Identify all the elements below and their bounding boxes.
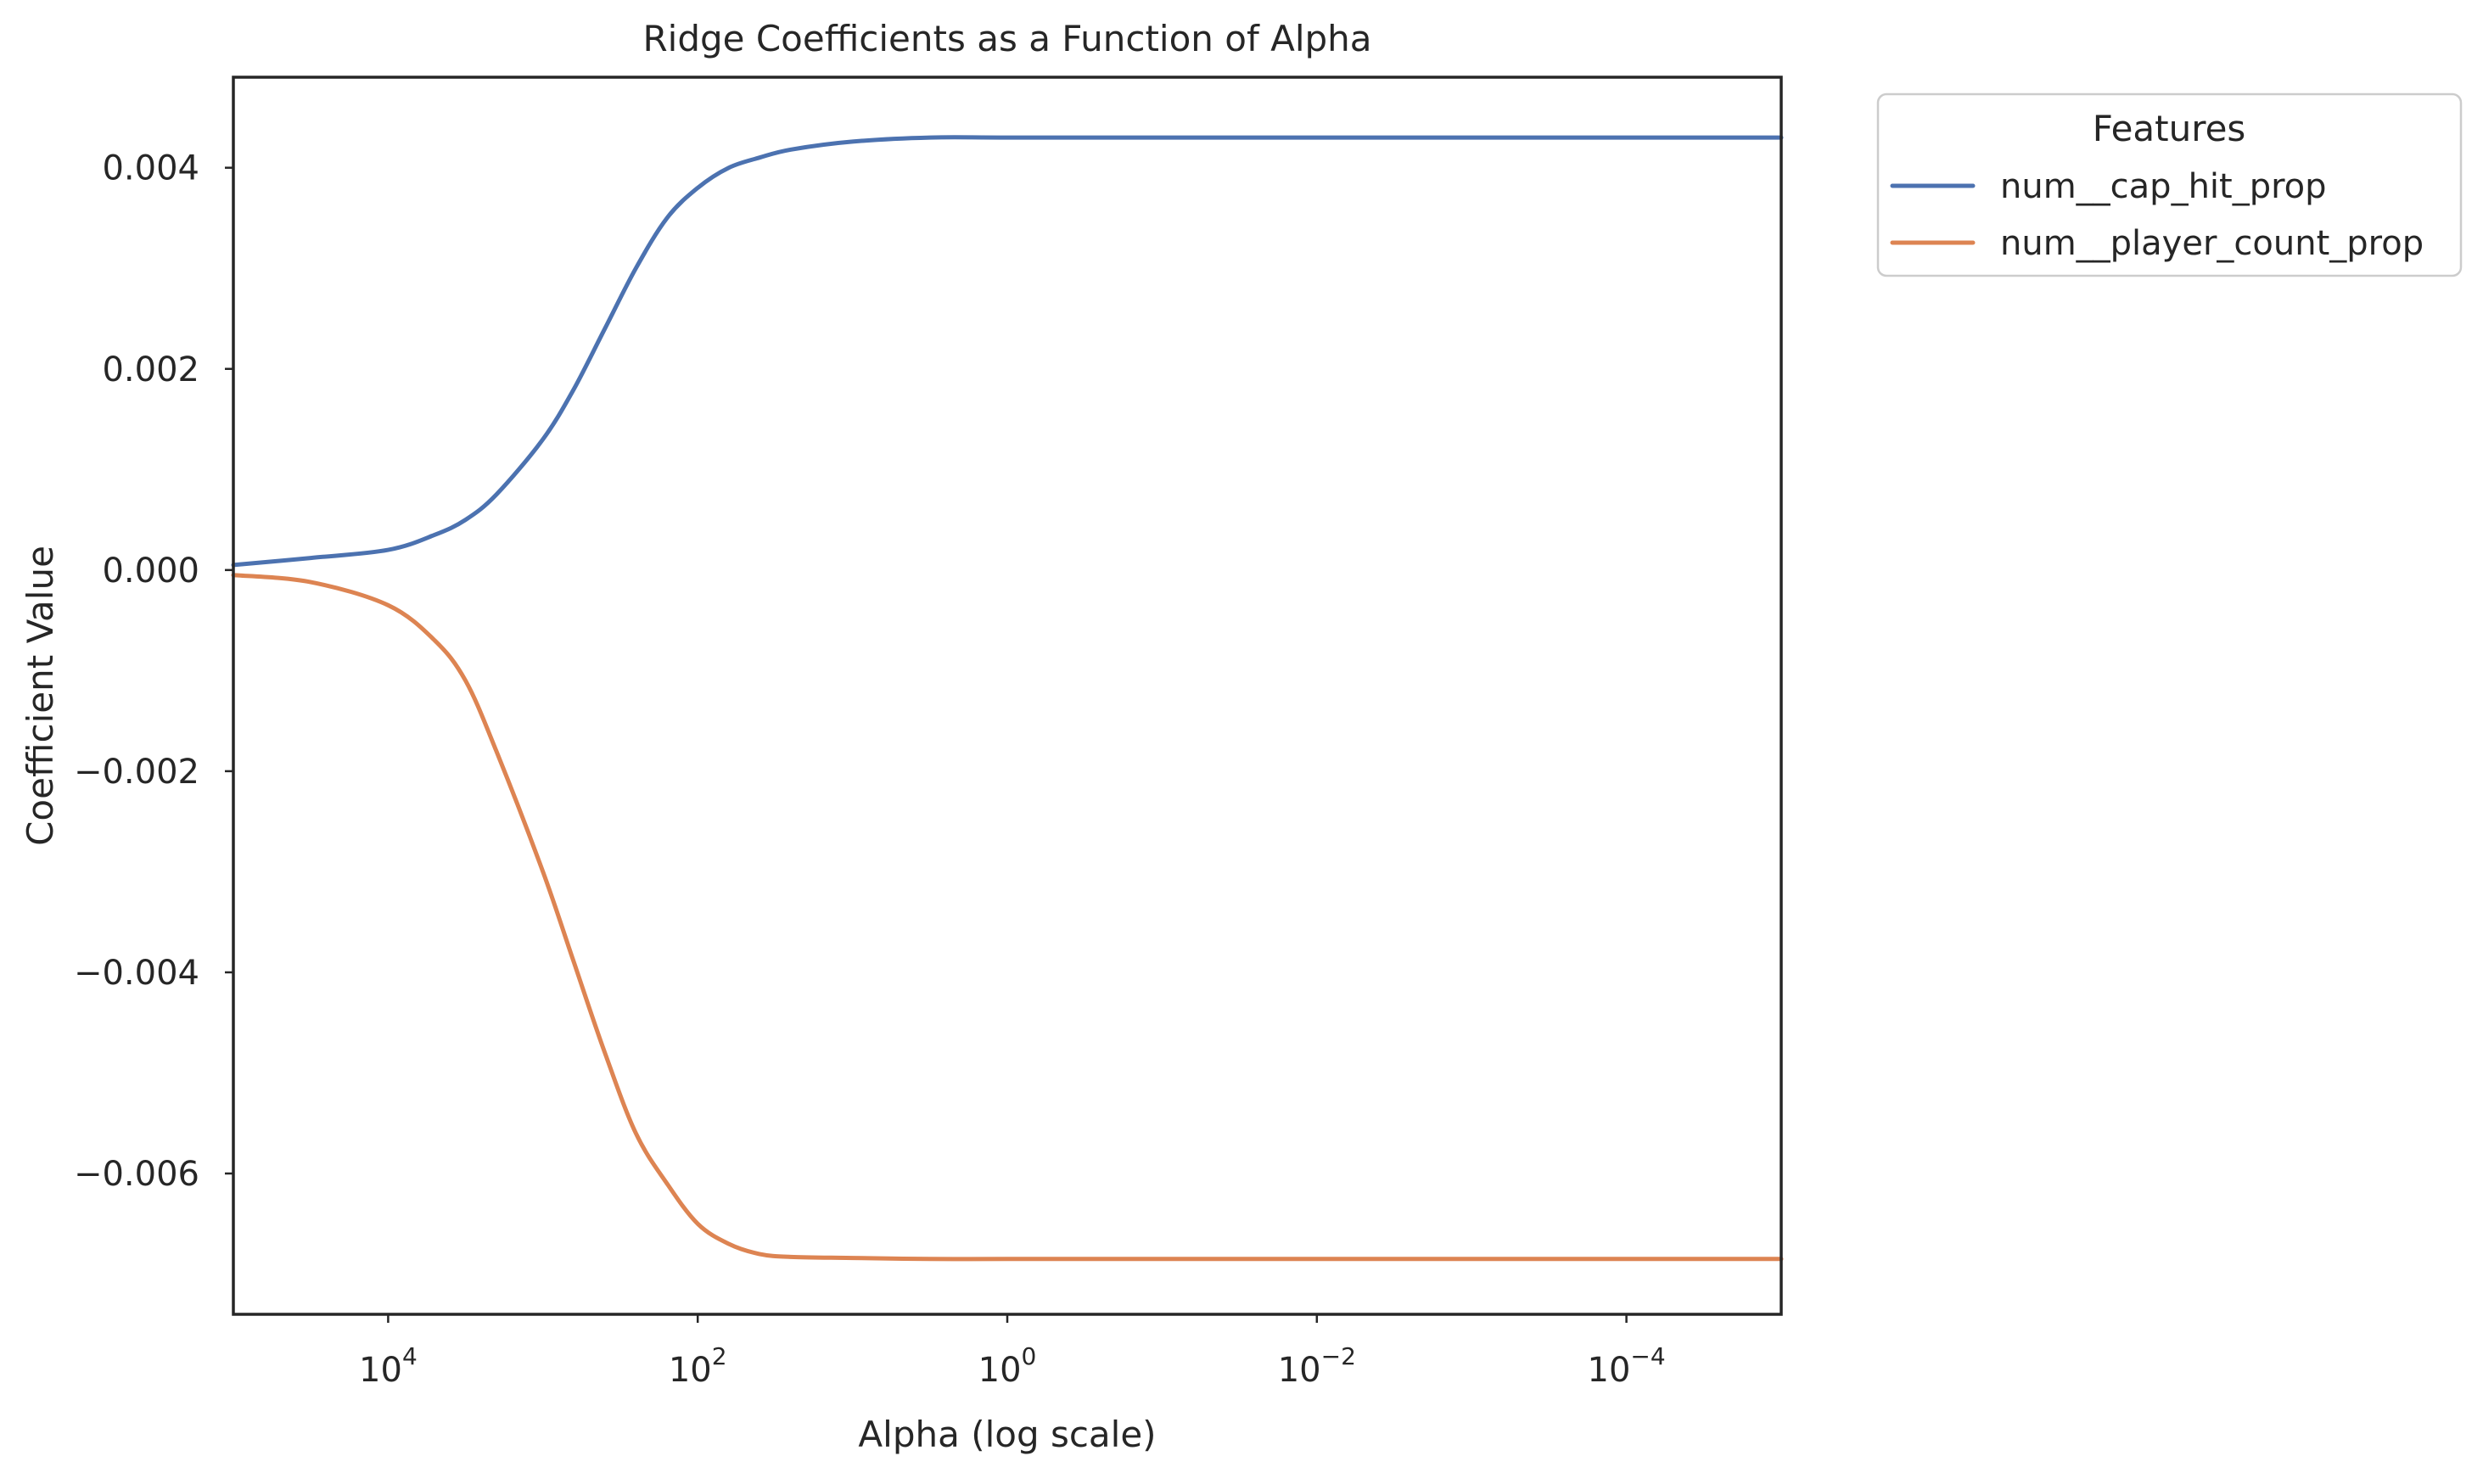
x-tick-label-exponent: 2 — [712, 1342, 727, 1370]
y-axis-ticks: 0.004 0.002 0.000 −0.002 −0.004 −0.006 — [74, 149, 233, 1194]
chart-title: Ridge Coefficients as a Function of Alph… — [642, 18, 1371, 59]
y-axis-label: Coefficient Value — [20, 546, 61, 846]
x-axis-ticks: 104 102 100 10−2 10−4 — [359, 1314, 1666, 1390]
legend-title: Features — [2093, 108, 2246, 149]
x-axis-label: Alpha (log scale) — [858, 1414, 1156, 1455]
legend-label: num__cap_hit_prop — [2000, 167, 2327, 206]
x-tick-label-base: 10 — [978, 1351, 1022, 1390]
x-tick-label-base: 10 — [1588, 1351, 1631, 1390]
y-tick-label: −0.006 — [74, 1155, 199, 1194]
y-tick-label: −0.004 — [74, 954, 199, 993]
x-tick-label-exponent: 0 — [1022, 1342, 1037, 1370]
legend-items: num__cap_hit_prop num__player_count_prop — [1890, 167, 2424, 263]
x-tick-label-exponent: −2 — [1321, 1342, 1356, 1370]
legend-box — [1876, 92, 2463, 277]
x-tick-label-base: 10 — [359, 1351, 402, 1390]
x-tick-label-exponent: −4 — [1630, 1342, 1665, 1370]
legend: Features num__cap_hit_prop num__player_co… — [1876, 92, 2463, 277]
series-line-2 — [231, 573, 1784, 1262]
x-tick-label: 104 — [359, 1342, 418, 1390]
x-tick-label: 10−4 — [1588, 1342, 1666, 1390]
x-tick-label: 102 — [669, 1342, 727, 1390]
x-tick-label: 100 — [978, 1342, 1037, 1390]
y-tick-label: 0.000 — [102, 552, 199, 591]
y-tick-label: −0.002 — [74, 753, 199, 792]
series-layer — [231, 135, 1784, 1262]
x-tick-label: 10−2 — [1278, 1342, 1356, 1390]
x-tick-label-exponent: 4 — [402, 1342, 418, 1370]
x-tick-label-base: 10 — [669, 1351, 712, 1390]
x-tick-label-base: 10 — [1278, 1351, 1321, 1390]
series-line-1 — [231, 135, 1784, 568]
legend-label: num__player_count_prop — [2000, 224, 2424, 263]
y-tick-label: 0.004 — [102, 149, 199, 188]
y-tick-label: 0.002 — [102, 350, 199, 389]
